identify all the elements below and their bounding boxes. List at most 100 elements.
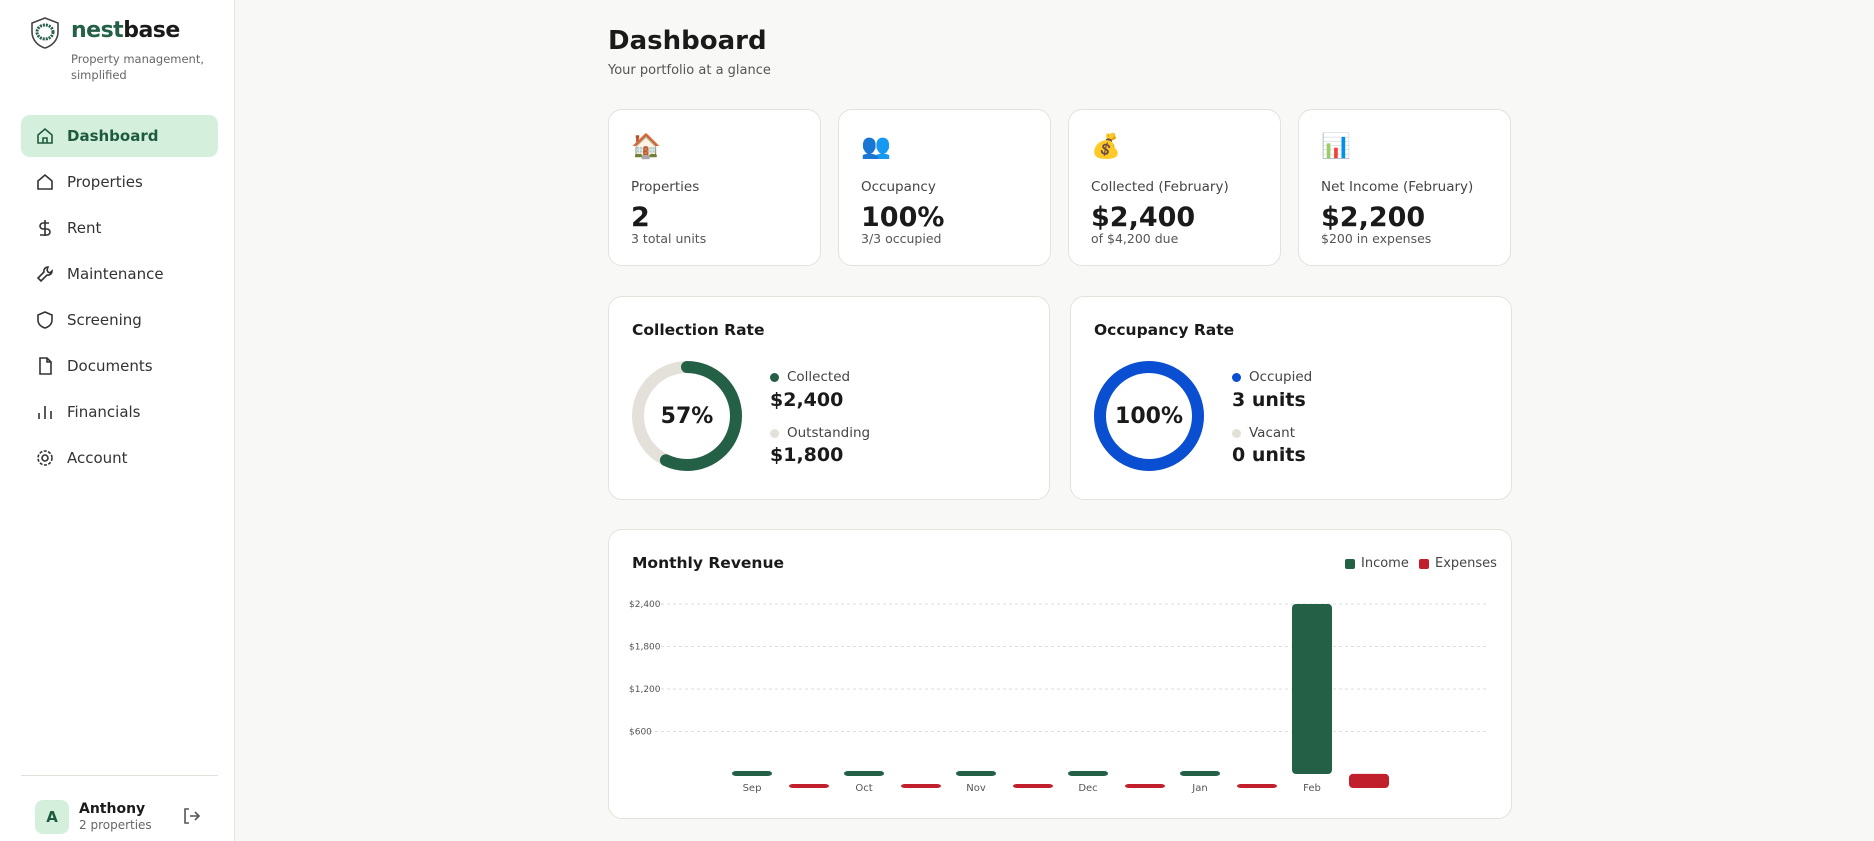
stat-note: of $4,200 due [1091,231,1179,246]
legend-swatch [1345,558,1355,569]
x-tick-label: Dec [1078,783,1097,794]
donut-fill [632,361,742,471]
legend-outstanding: Outstanding [770,425,870,441]
sidebar-item-rent[interactable]: Rent [21,207,218,249]
brand-part: base [123,18,180,43]
stat-label: Collected (February) [1091,179,1229,195]
chart-title: Monthly Revenue [632,554,785,572]
expense-bar [1349,773,1389,788]
avatar[interactable]: A [35,800,69,834]
legend-label: Vacant [1249,425,1296,441]
page-title: Dashboard [608,26,767,56]
legend-swatch [1419,558,1429,569]
stat-note: $200 in expenses [1321,231,1432,246]
vacant-value: 0 units [1232,444,1306,466]
stat-card-collected: 💰 Collected (February) $2,400 of $4,200 due [1068,109,1281,266]
legend-dot [770,372,779,382]
stat-card-occupancy: 👥 Occupancy 100% 3/3 occupied [838,109,1051,266]
legend-label: Income [1361,556,1409,571]
collection-rate-card: Collection Rate 57% Collected $2,400 Out… [608,296,1050,500]
building-icon [37,173,53,190]
y-tick-label: $1,200 [629,685,661,695]
expense-bar [1237,784,1277,788]
sidebar-item-properties[interactable]: Properties [21,161,218,203]
expense-bar [901,784,941,788]
sidebar-item-label: Dashboard [67,127,159,145]
legend-collected: Collected [770,369,850,385]
donut-percent: 57% [660,403,714,429]
sidebar-item-label: Financials [67,403,141,421]
expense-bar [1013,784,1053,788]
stat-card-properties: 🏠 Properties 2 3 total units [608,109,821,266]
sidebar-item-maintenance[interactable]: Maintenance [21,253,218,295]
outstanding-value: $1,800 [770,444,844,466]
card-title: Occupancy Rate [1094,321,1235,339]
collected-value: $2,400 [770,389,844,411]
expense-bar [789,784,829,788]
occupancy-rate-card: Occupancy Rate 100% Occupied 3 units Vac… [1070,296,1512,500]
y-tick-label: $600 [629,728,652,738]
sidebar-nav: Dashboard Properties Rent Maintenance Screen… [21,115,218,483]
sidebar-item-screening[interactable]: Screening [21,299,218,341]
stat-note: 3 total units [631,231,707,246]
sidebar-item-label: Account [67,449,128,467]
card-title: Collection Rate [632,321,765,339]
x-tick-label: Sep [743,783,762,794]
x-tick-label: Jan [1191,783,1207,794]
sidebar-item-account[interactable]: Account [21,437,218,479]
stat-card-net: 📊 Net Income (February) $2,200 $200 in expe… [1298,109,1511,266]
stat-value: $2,200 [1321,202,1426,233]
x-tick-label: Oct [855,783,872,794]
stat-label: Net Income (February) [1321,179,1474,195]
stat-label: Occupancy [861,179,936,195]
legend-dot [770,428,779,438]
dollar-icon [39,220,51,236]
logout-icon[interactable] [181,806,201,826]
expense-bar [1125,784,1165,788]
stat-value: $2,400 [1091,202,1196,233]
stat-emoji-icon: 🏠 [631,132,661,160]
stat-emoji-icon: 📊 [1321,132,1351,160]
legend-label: Outstanding [787,425,871,441]
y-tick-label: $2,400 [629,600,661,610]
logo-shield-icon [31,17,59,49]
legend-label: Collected [787,369,851,385]
sidebar-item-label: Maintenance [67,265,164,283]
donut-fill [1094,361,1204,471]
shield-icon [37,311,53,329]
collection-donut [632,361,742,471]
brand: nestbase [71,18,180,43]
income-bar [1068,771,1108,776]
monthly-revenue-card: Monthly Revenue Income Expenses $600 $1,2… [608,529,1512,819]
sidebar: nestbase Property management, simplified… [0,0,235,841]
legend-label: Occupied [1249,369,1313,385]
sidebar-item-label: Properties [67,173,143,191]
home-icon [37,127,53,144]
bar-chart-icon [38,406,52,419]
legend-label: Expenses [1435,556,1497,571]
stat-emoji-icon: 💰 [1091,132,1121,160]
income-bar [732,771,772,776]
occupied-value: 3 units [1232,389,1306,411]
occupancy-donut [1094,361,1204,471]
revenue-chart: $600 $1,200 $1,800 $2,400 Sep Oct Nov Dec Jan Feb [629,600,1489,794]
sidebar-item-dashboard[interactable]: Dashboard [21,115,218,157]
legend-dot [1232,372,1241,382]
sidebar-item-financials[interactable]: Financials [21,391,218,433]
income-bar [844,771,884,776]
donut-percent: 100% [1115,403,1183,429]
income-bar [1180,771,1220,776]
x-tick-label: Nov [966,783,986,794]
stat-note: 3/3 occupied [861,231,942,246]
divider [21,775,218,776]
brand-part: nest [71,18,124,43]
stat-emoji-icon: 👥 [861,132,891,160]
x-tick-label: Feb [1303,783,1321,794]
sidebar-item-documents[interactable]: Documents [21,345,218,387]
tagline: Property management, simplified [71,52,205,82]
legend-occupied: Occupied [1232,369,1312,385]
page-subtitle: Your portfolio at a glance [608,63,771,78]
gear-icon [37,450,53,466]
sidebar-item-label: Rent [67,219,102,237]
document-icon [39,357,52,375]
